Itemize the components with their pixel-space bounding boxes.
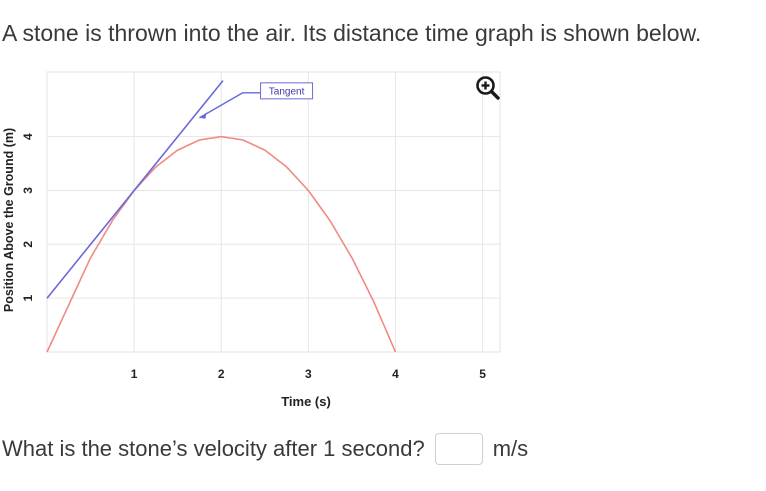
plot-frame (46, 71, 501, 353)
position-curve (46, 135, 397, 353)
position-time-chart: 1 2 3 4 5 1 2 3 4 Tangent Position Above the Gro… (0, 62, 520, 422)
unit-label: m/s (492, 436, 529, 461)
x-tick-label: 1 (131, 367, 138, 381)
y-axis-label: Position Above the Ground (m) (2, 128, 16, 312)
zoom-in-button[interactable] (474, 74, 502, 102)
x-axis-label: Time (s) (281, 394, 331, 409)
arrowhead (199, 112, 207, 119)
y-tick-label: 1 (21, 294, 35, 301)
y-tick-label: 3 (21, 187, 35, 194)
tangent-label-box (260, 82, 314, 100)
question-prompt: What is the stone’s velocity after 1 sec… (2, 436, 425, 461)
series-layer (46, 80, 397, 353)
x-tick-label: 5 (479, 367, 486, 381)
question-intro: A stone is thrown into the air. Its dist… (2, 20, 702, 46)
x-tick-label: 2 (218, 367, 225, 381)
annotations: Tangent (199, 82, 314, 119)
y-tick-label: 4 (21, 133, 35, 140)
grid (46, 71, 501, 353)
chart-svg: 1 2 3 4 5 1 2 3 4 Tangent Position Above the Gro… (2, 71, 501, 409)
tangent-line (46, 80, 224, 299)
tangent-arrow (199, 92, 261, 119)
y-tick-label: 2 (21, 241, 35, 248)
velocity-answer-input[interactable] (434, 433, 483, 465)
tick-labels: 1 2 3 4 5 1 2 3 4 (21, 133, 486, 381)
zoom-in-icon (476, 76, 500, 100)
x-tick-label: 3 (305, 367, 312, 381)
tangent-label: Tangent (269, 86, 305, 97)
answer-row: What is the stone’s velocity after 1 sec… (2, 432, 528, 466)
x-tick-label: 4 (392, 367, 399, 381)
